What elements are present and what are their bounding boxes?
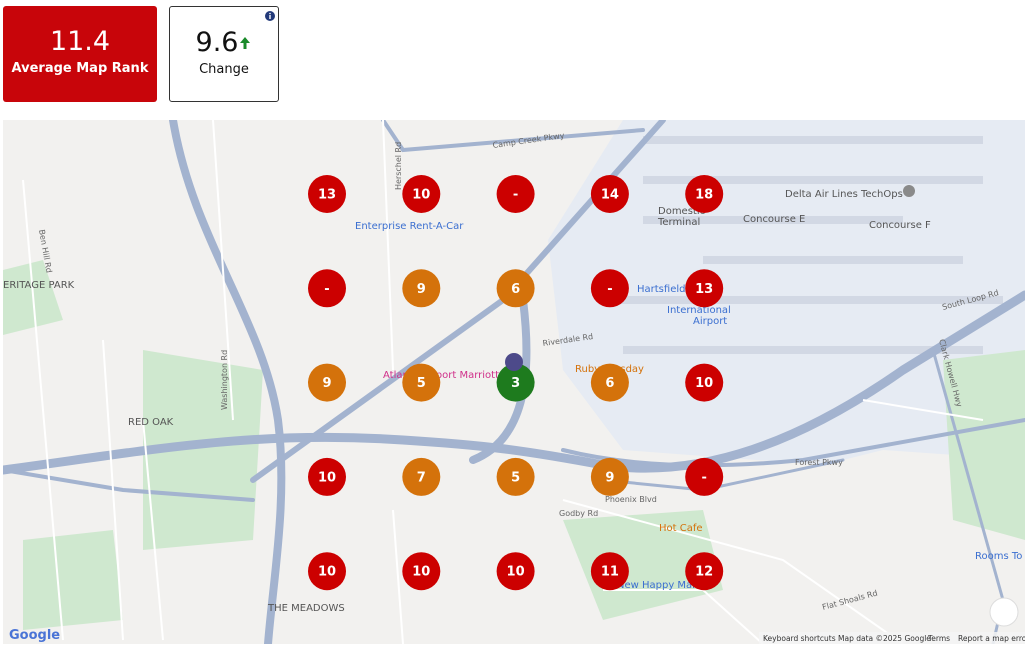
rank-marker [590, 175, 629, 213]
rank-marker [496, 175, 535, 213]
map-label: Airport [693, 316, 727, 327]
rank-marker [308, 269, 346, 308]
map-label: Rooms To [975, 551, 1022, 562]
info-icon[interactable] [265, 11, 275, 21]
rank-label: 9 [417, 282, 426, 297]
google-logo: Google [9, 628, 60, 643]
rank-marker [685, 457, 724, 496]
rank-marker [308, 175, 346, 213]
map-label: Domestic [658, 206, 705, 217]
rank-label: 10 [507, 565, 525, 580]
rank-marker [685, 269, 724, 308]
rank-marker [402, 175, 441, 213]
poi-icon [903, 185, 915, 197]
rank-marker [496, 457, 535, 496]
map-label: Terminal [657, 217, 700, 228]
rank-marker [496, 269, 535, 308]
rank-marker [590, 269, 629, 308]
rank-marker [402, 457, 441, 496]
rank-label: 3 [511, 376, 520, 391]
footer-link[interactable]: Keyboard shortcuts [763, 634, 836, 643]
rank-marker [402, 552, 441, 591]
average-label: Average Map Rank [11, 61, 149, 76]
rank-label: 9 [322, 376, 331, 391]
rank-marker [402, 269, 441, 308]
rank-label: 18 [695, 188, 713, 203]
rank-label: 10 [695, 376, 713, 391]
rank-marker [496, 552, 535, 591]
map-label: Delta Air Lines TechOps [785, 189, 903, 200]
rank-label: 6 [511, 282, 520, 297]
rank-label: 14 [601, 188, 619, 203]
rank-label: 7 [417, 470, 426, 485]
rank-marker [590, 363, 629, 402]
rank-marker [685, 175, 724, 213]
up-arrow [240, 37, 251, 49]
map-label: Atlanta Airport Marriott [383, 370, 499, 381]
average-card: 11.4 Average Map Rank [3, 6, 157, 102]
recenter-button[interactable] [989, 597, 1019, 627]
rank-label: 13 [318, 188, 336, 203]
rank-marker [402, 363, 441, 402]
rank-marker [685, 363, 724, 402]
rank-marker [308, 552, 346, 591]
rank-label: 10 [318, 470, 336, 485]
rank-label: 12 [695, 565, 713, 580]
footer-text: Map data ©2025 Google [838, 634, 931, 643]
change-value: 9.6 [195, 27, 239, 58]
map-label: Washington Rd [220, 350, 229, 410]
rank-label: 10 [318, 565, 336, 580]
map-label: THE MEADOWS [267, 603, 345, 614]
rank-marker [496, 363, 535, 402]
rank-marker [590, 552, 629, 591]
location-pin [505, 353, 523, 371]
map-label: Phoenix Blvd [605, 495, 657, 504]
map-label: Enterprise Rent-A-Car [355, 221, 464, 232]
rank-marker [590, 457, 629, 496]
map-label: Concourse F [869, 220, 931, 231]
map-label: RED OAK [128, 417, 174, 428]
rank-label: 11 [601, 565, 619, 580]
rank-label: 10 [412, 188, 430, 203]
map-label: Hartsfield- [637, 284, 689, 295]
map-label: Forest Pkwy [795, 458, 843, 467]
map-label: Hot Cafe [659, 523, 703, 534]
map-label: ERITAGE PARK [3, 280, 75, 291]
rank-label: - [701, 470, 706, 485]
rank-label: - [324, 282, 329, 297]
rank-label: - [513, 188, 518, 203]
map-label: Godby Rd [559, 509, 598, 518]
rank-label: 5 [417, 376, 426, 391]
footer-link[interactable]: Terms [927, 634, 950, 643]
map-label: New Happy Market [617, 580, 712, 591]
map-label: Herschel Rd [394, 142, 403, 190]
rank-marker [685, 552, 724, 591]
rank-grid: 13 10 - 14 18 - 9 6 - 13 9 5 3 6 10 10 7 5 9 - 10 10 10 11 12 [308, 175, 724, 591]
footer-link[interactable]: Report a map error [958, 634, 1025, 643]
rank-label: 6 [605, 376, 614, 391]
map[interactable]: Camp Creek Pkwy Delta Air Lines TechOps … [3, 120, 1025, 644]
rank-label: - [607, 282, 612, 297]
change-label: Change [199, 62, 249, 77]
map-label: Concourse E [743, 214, 805, 225]
rank-label: 13 [695, 282, 713, 297]
map-label: International [667, 305, 731, 316]
rank-label: 5 [511, 470, 520, 485]
rank-marker [308, 457, 346, 496]
change-card: 9.6 Change [169, 6, 279, 102]
average-value: 11.4 [49, 26, 111, 57]
rank-marker [308, 363, 346, 402]
rank-label: 9 [605, 470, 614, 485]
rank-label: 10 [412, 565, 430, 580]
